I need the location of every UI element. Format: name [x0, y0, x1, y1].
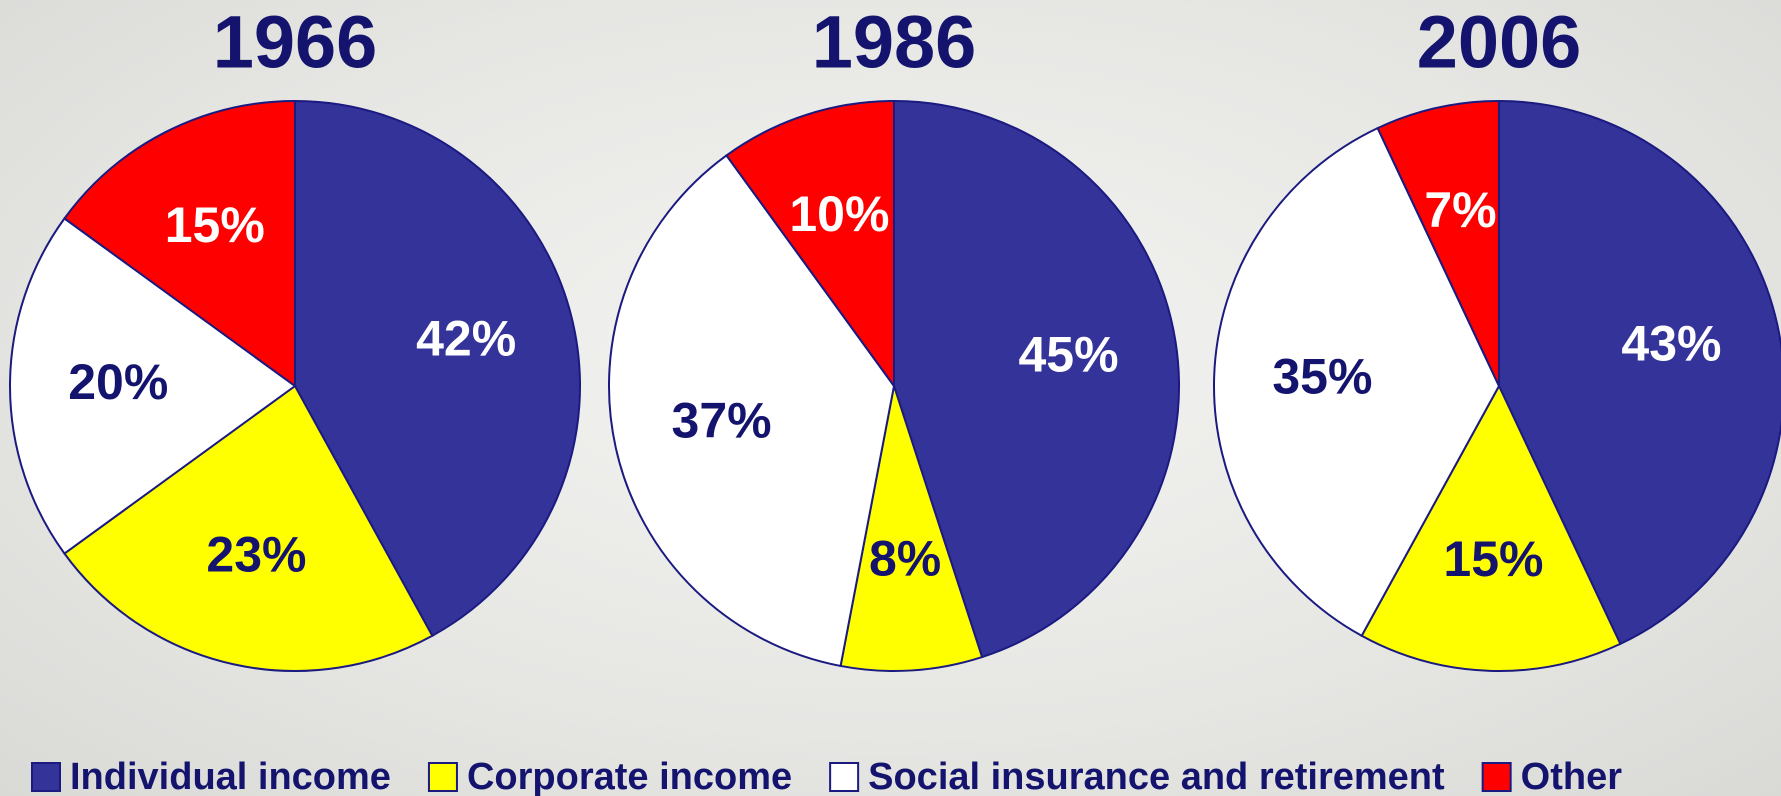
slice-label: 15% — [165, 197, 265, 253]
slice-label: 23% — [206, 527, 306, 583]
slice-label: 15% — [1443, 531, 1543, 587]
pie-slice — [63, 384, 434, 672]
pie-chart: 1966 42% 23% 20% 15% — [9, 1, 581, 672]
pie-slice — [1376, 99, 1500, 387]
slice-label: 8% — [869, 531, 941, 587]
pie-chart: 2006 43% 15% 35% 7% — [1213, 1, 1781, 672]
chart-title: 2006 — [1417, 1, 1582, 84]
slice-label: 45% — [1018, 327, 1118, 383]
slice-label: 7% — [1424, 182, 1496, 238]
legend-swatch — [829, 762, 860, 792]
pie-slice — [1360, 383, 1622, 672]
slice-label: 35% — [1272, 349, 1372, 405]
slice-label: 20% — [68, 354, 168, 410]
legend-label: Individual income — [70, 756, 391, 796]
legend-swatch — [1481, 762, 1512, 792]
pie-slice — [294, 99, 581, 638]
pie-chart: 1986 45% 8% 37% 10% — [608, 1, 1180, 672]
legend-label: Social insurance and retirement — [868, 756, 1445, 796]
slice-label: 42% — [416, 310, 516, 366]
pie-slice — [893, 99, 1180, 659]
pie-slice — [63, 99, 296, 388]
pie-slice — [608, 154, 896, 668]
chart-title: 1986 — [812, 1, 977, 84]
legend: Individual income Corporate income Social … — [31, 756, 1623, 796]
slice-label: 10% — [789, 186, 889, 242]
slice-label: 37% — [672, 393, 772, 449]
pie-slice — [839, 385, 984, 672]
legend-swatch — [427, 762, 458, 792]
legend-swatch — [31, 762, 61, 792]
legend-label: Other — [1521, 756, 1623, 796]
pie-slice — [1213, 126, 1501, 638]
legend-label: Corporate income — [467, 756, 792, 796]
pie-slice — [725, 99, 895, 390]
pie-slice — [9, 217, 297, 555]
slice-label: 43% — [1621, 316, 1721, 372]
pie-slice — [1498, 99, 1781, 646]
chart-title: 1966 — [213, 1, 378, 84]
